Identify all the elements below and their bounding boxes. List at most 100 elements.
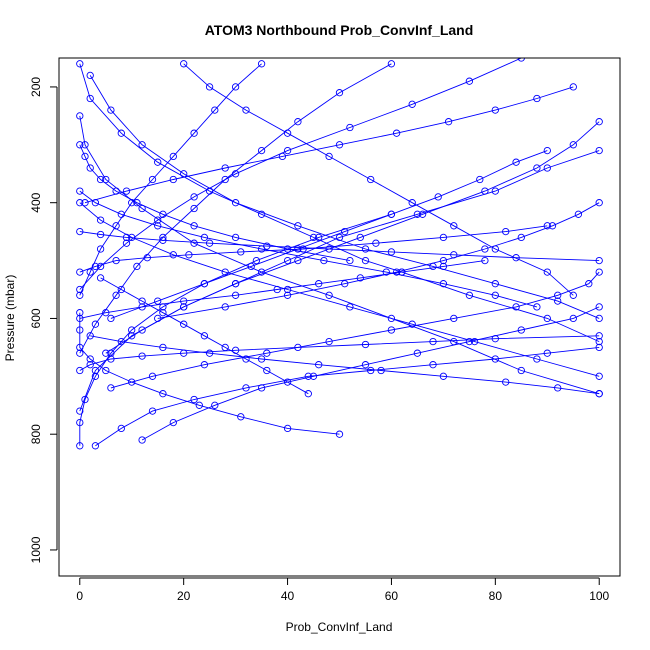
data-point — [533, 303, 541, 311]
data-point — [294, 256, 302, 265]
data-point — [76, 349, 84, 357]
series-19 — [107, 268, 603, 392]
data-point — [221, 164, 229, 172]
data-point — [418, 210, 427, 218]
plot-frame — [58, 57, 621, 577]
data-point — [450, 222, 458, 230]
data-point — [413, 210, 422, 218]
data-point — [180, 60, 188, 68]
data-point — [569, 141, 577, 149]
data-point — [335, 141, 344, 149]
data-point — [76, 141, 84, 149]
data-point — [476, 175, 484, 184]
data-point — [231, 291, 240, 299]
data-point — [102, 366, 110, 375]
data-point — [387, 60, 396, 68]
data-point — [367, 175, 375, 184]
data-point — [169, 152, 177, 161]
series-13 — [76, 58, 525, 294]
series-line — [79, 58, 522, 290]
data-point — [195, 401, 203, 409]
data-point — [465, 337, 474, 346]
data-point — [102, 349, 110, 357]
data-point — [211, 401, 219, 409]
x-tick-label: 0 — [76, 589, 83, 603]
data-point — [283, 291, 292, 299]
data-point — [595, 390, 603, 398]
data-point — [138, 352, 146, 360]
x-tick-label: 20 — [177, 589, 191, 603]
data-point — [491, 355, 499, 363]
series-line — [79, 225, 548, 273]
data-point — [325, 337, 333, 346]
data-point — [148, 372, 157, 380]
series-line — [79, 144, 350, 262]
data-point — [221, 175, 229, 184]
y-tick-label: 1000 — [29, 536, 43, 563]
series-line — [79, 190, 538, 308]
y-tick-label: 200 — [29, 77, 43, 97]
data-point — [159, 309, 167, 317]
x-tick-label: 60 — [385, 589, 399, 603]
data-point — [76, 309, 84, 317]
data-point — [231, 170, 240, 178]
data-point — [569, 291, 577, 299]
data-point — [128, 332, 136, 340]
data-point — [341, 227, 349, 236]
data-point — [543, 146, 551, 155]
data-point — [554, 384, 562, 392]
data-point — [237, 248, 245, 256]
data-point — [81, 141, 89, 149]
data-point — [86, 355, 94, 363]
data-point — [159, 236, 167, 244]
data-point — [133, 262, 141, 271]
data-point — [429, 361, 437, 369]
data-point — [231, 280, 240, 288]
data-point — [154, 297, 162, 305]
data-point — [86, 94, 94, 103]
data-point — [76, 291, 84, 299]
data-point — [200, 332, 209, 340]
data-point — [76, 227, 84, 236]
data-point — [320, 256, 328, 265]
data-point — [231, 199, 240, 207]
data-point — [200, 233, 209, 242]
data-point — [159, 343, 167, 352]
data-point — [465, 291, 474, 299]
data-point — [76, 442, 84, 450]
data-point — [107, 314, 115, 323]
series-line — [110, 271, 600, 389]
data-point — [180, 349, 188, 357]
series-line — [110, 150, 548, 319]
series-line — [100, 277, 309, 395]
data-point — [200, 361, 209, 369]
data-point — [392, 268, 401, 276]
data-point — [180, 297, 188, 305]
data-point — [91, 262, 100, 271]
data-point — [283, 146, 292, 155]
data-point — [138, 141, 146, 149]
data-point — [257, 268, 266, 276]
data-point — [138, 297, 146, 305]
data-point — [76, 343, 84, 352]
data-point — [341, 280, 349, 288]
data-point — [91, 372, 100, 380]
data-point — [221, 343, 229, 352]
data-point — [221, 303, 229, 311]
data-point — [325, 245, 333, 253]
data-point — [304, 390, 312, 398]
data-point — [512, 158, 520, 166]
data-point — [180, 320, 188, 328]
data-point — [361, 361, 370, 369]
data-point — [81, 199, 89, 207]
data-point — [595, 199, 603, 207]
data-point — [315, 361, 323, 369]
series-24 — [96, 274, 312, 398]
data-point — [444, 118, 453, 126]
data-point — [138, 303, 146, 311]
data-point — [377, 366, 385, 375]
data-point — [283, 245, 292, 253]
data-point — [143, 254, 151, 262]
data-point — [102, 175, 110, 184]
data-point — [96, 230, 105, 239]
